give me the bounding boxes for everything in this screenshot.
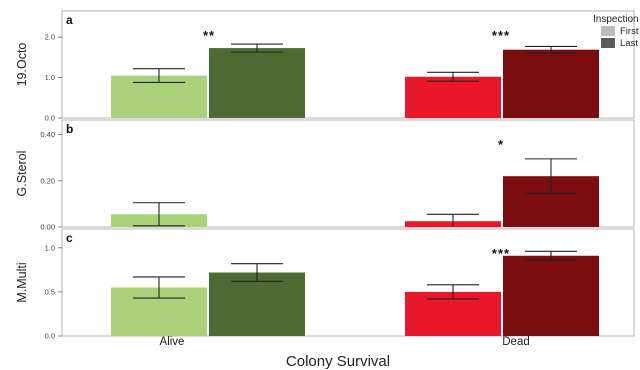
error-bar-a-dead-last [525, 45, 577, 54]
error-bar-b-dead-first [427, 213, 479, 227]
error-bar-a-alive-first [133, 68, 185, 83]
error-bar-a-dead-first [427, 71, 479, 82]
significance-a-alive: ** [203, 28, 215, 43]
panel-letter-b: b [66, 122, 73, 136]
legend-label-first: First [620, 26, 639, 37]
legend-title: Inspection [593, 14, 639, 25]
legend-swatch-first [601, 26, 615, 36]
legend-label-last: Last [620, 38, 638, 49]
y-axis-label-a: 19.Octo [15, 43, 29, 87]
panel-b: 0.00 0.20 0.40 G.Sterol b * [15, 119, 635, 232]
error-bar-c-alive-first [133, 276, 185, 299]
significance-b-dead: * [498, 137, 504, 152]
y-tick-label-b-0: 0.00 [40, 223, 55, 232]
error-bar-b-alive-first [133, 202, 185, 227]
y-tick-label-b-2: 0.40 [40, 130, 55, 139]
significance-c-dead: *** [492, 246, 510, 261]
x-axis-label: Colony Survival [286, 353, 390, 370]
error-bar-c-dead-first [427, 284, 479, 300]
error-bar-c-alive-last [231, 263, 283, 282]
bar-c-dead-last [503, 255, 599, 336]
bar-c-alive-last [209, 272, 305, 336]
x-tick-label-dead: Dead [502, 336, 530, 348]
y-tick-label-a-2: 2.0 [45, 33, 55, 42]
panel-c: 0.0 0.5 1.0 M.Multi c *** [15, 228, 635, 341]
y-tick-label-b-1: 0.20 [40, 176, 55, 185]
y-tick-label-c-2: 1.0 [45, 243, 55, 252]
bar-a-alive-last [209, 48, 305, 119]
y-tick-label-a-1: 1.0 [45, 73, 55, 82]
bar-a-dead-first [405, 76, 501, 118]
significance-a-dead: *** [492, 28, 510, 43]
x-tick-label-alive: Alive [160, 336, 185, 348]
error-bar-b-dead-last [525, 158, 577, 195]
y-axis-label-b: G.Sterol [15, 151, 29, 197]
error-bar-c-dead-last [525, 250, 577, 261]
bar-a-dead-last [503, 49, 599, 119]
panel-letter-a: a [66, 13, 73, 27]
y-axis-label-c: M.Multi [15, 262, 29, 302]
y-tick-label-a-0: 0.0 [45, 114, 55, 123]
legend-swatch-last [601, 38, 615, 48]
legend: Inspection First Last [593, 14, 639, 49]
panel-letter-c: c [66, 231, 73, 245]
y-tick-label-c-0: 0.0 [45, 332, 55, 341]
error-bar-a-alive-last [231, 43, 283, 53]
y-tick-label-c-1: 0.5 [45, 287, 55, 296]
